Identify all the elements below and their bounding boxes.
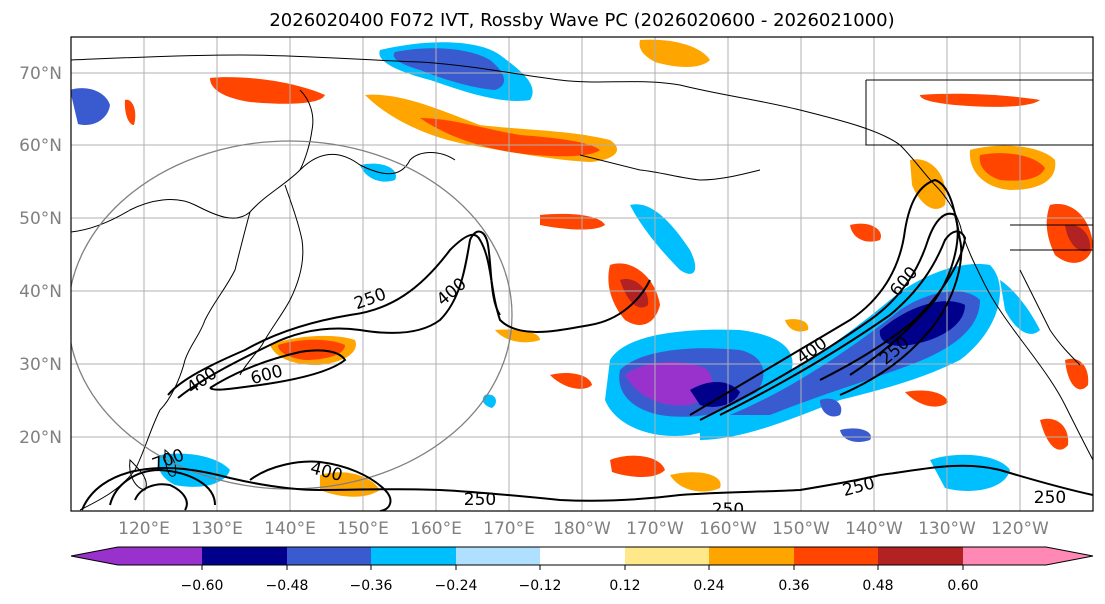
- lon-label-140e: 140°E: [264, 519, 316, 539]
- colorbar-bin: [709, 547, 794, 565]
- lon-label-130w: 130°W: [918, 519, 976, 539]
- contour-east-inner: [719, 230, 967, 416]
- contour-400-west: [177, 230, 501, 399]
- colorbar-bin: [878, 547, 963, 565]
- colorbar-bin: [540, 547, 625, 565]
- neg-anomaly-central-core: [625, 361, 713, 406]
- colorbar-bin: [794, 547, 878, 565]
- lon-label-150w: 150°W: [772, 519, 830, 539]
- lat-label-20: 20°N: [19, 428, 62, 448]
- contour-400-south: [109, 468, 216, 506]
- lon-label-140w: 140°W: [845, 519, 903, 539]
- colorbar-tick-label: 0.24: [693, 578, 724, 594]
- map-area: 250 400 400 600 400 600 250 250 250 250 …: [71, 37, 1093, 520]
- lon-label-120w: 120°W: [991, 519, 1049, 539]
- lon-label-160w: 160°W: [699, 519, 757, 539]
- colorbar-bin: [287, 547, 371, 565]
- lon-label-130e: 130°E: [191, 519, 243, 539]
- longitude-labels: 120°E 130°E 140°E 150°E 160°E 170°E 180°…: [118, 519, 1049, 539]
- colorbar-bin: [456, 547, 540, 565]
- ivt-contours: [81, 178, 1093, 511]
- contour-600-west: [209, 349, 347, 391]
- contour-250-mid: [249, 460, 392, 511]
- colorbar-tick-label: 0.48: [862, 578, 893, 594]
- coastlines: [71, 54, 1093, 511]
- contour-label-250-c: 250: [464, 490, 496, 510]
- colorbar-tick-label: −0.60: [181, 578, 224, 594]
- contour-label-250-f: 250: [1034, 488, 1066, 508]
- lon-label-120e: 120°E: [118, 519, 170, 539]
- graticule: [71, 37, 1093, 511]
- map-frame: [70, 36, 1094, 512]
- colorbar-extension-high: [963, 547, 1093, 565]
- latitude-labels: 70°N 60°N 50°N 40°N 30°N 20°N: [19, 64, 62, 448]
- contour-east-mid: [699, 212, 959, 421]
- colorbar-bin: [625, 547, 709, 565]
- colorbar-tick-label: −0.24: [435, 578, 478, 594]
- colorbar-bin: [118, 547, 202, 565]
- contour-east-outer: [689, 178, 963, 416]
- colorbar-extension-low: [71, 547, 118, 565]
- lon-label-170w: 170°W: [626, 519, 684, 539]
- colorbar: −0.60 −0.48 −0.36 −0.24 −0.12 0.12 0.24 …: [70, 546, 1094, 594]
- colorbar-tick-label: 0.60: [947, 578, 978, 594]
- colorbar-tick-label: 0.36: [778, 578, 809, 594]
- contour-250-se: [879, 464, 1093, 496]
- lon-label-170e: 170°E: [483, 519, 535, 539]
- lon-label-150e: 150°E: [337, 519, 389, 539]
- contour-label-250-d: 250: [712, 500, 744, 520]
- contour-700-south: [134, 483, 188, 511]
- lat-label-60: 60°N: [19, 136, 62, 156]
- colorbar-tick-label: −0.48: [266, 578, 309, 594]
- colorbar-bin: [202, 547, 287, 565]
- figure-title: 2026020400 F072 IVT, Rossby Wave PC (202…: [269, 10, 894, 31]
- lat-label-70: 70°N: [19, 64, 62, 84]
- lat-label-50: 50°N: [19, 209, 62, 229]
- lat-label-30: 30°N: [19, 355, 62, 375]
- colorbar-tick-label: −0.12: [519, 578, 562, 594]
- colorbar-bin: [371, 547, 456, 565]
- lon-label-180w: 180°W: [553, 519, 611, 539]
- colorbar-tick-label: 0.12: [609, 578, 640, 594]
- contour-250-south: [81, 467, 881, 511]
- colorbar-tick-label: −0.36: [350, 578, 393, 594]
- contour-250-west: [167, 233, 651, 396]
- lon-label-160e: 160°E: [410, 519, 462, 539]
- lat-label-40: 40°N: [19, 282, 62, 302]
